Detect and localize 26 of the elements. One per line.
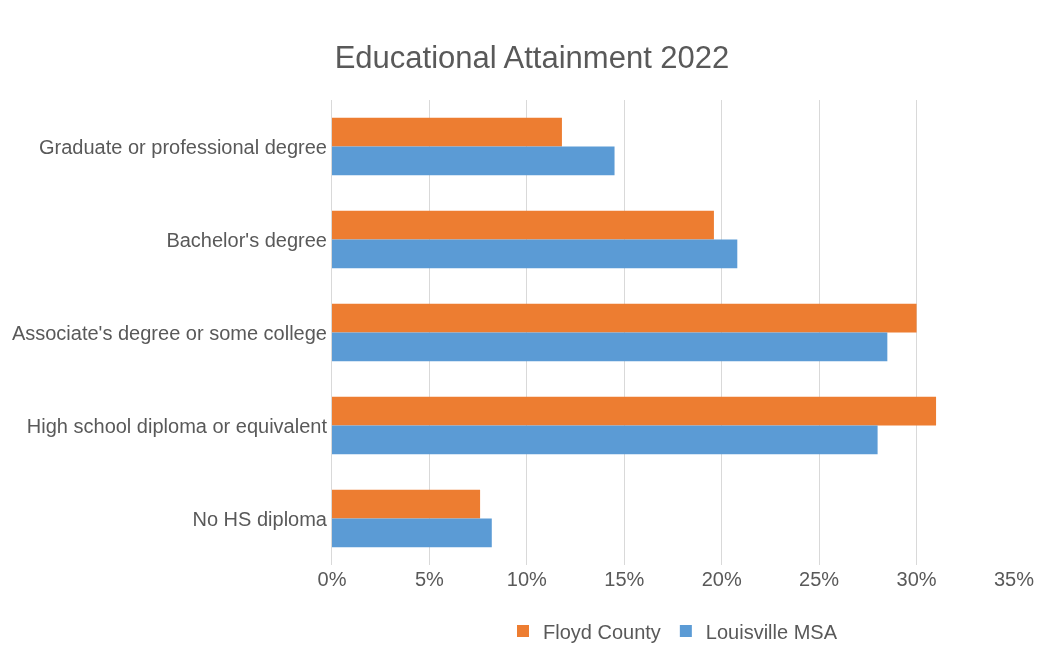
x-tick-label: 20% — [701, 568, 742, 590]
bar — [332, 518, 492, 548]
x-tick-label: 0% — [317, 568, 347, 590]
bar — [332, 332, 888, 362]
y-tick-label: Bachelor's degree — [166, 228, 327, 251]
x-tick-label: 35% — [993, 568, 1035, 590]
y-tick-label: No HS diploma — [192, 507, 328, 530]
x-tick-label: 25% — [799, 568, 840, 590]
bar — [332, 303, 917, 333]
y-tick-label: High school diploma or equivalent — [26, 414, 328, 437]
bar — [332, 489, 481, 519]
x-tick-label: 5% — [414, 568, 445, 590]
x-tick-label: 30% — [896, 568, 937, 590]
bar — [332, 396, 937, 426]
bar — [332, 210, 714, 240]
legend-label: Louisville MSA — [705, 620, 838, 643]
bar — [332, 146, 615, 176]
bar — [332, 117, 562, 147]
bar — [332, 425, 878, 455]
y-tick-label: Graduate or professional degree — [39, 135, 327, 158]
chart-title: Educational Attainment 2022 — [334, 40, 730, 76]
x-tick-label: 10% — [506, 568, 548, 590]
legend-label: Floyd County — [543, 620, 661, 643]
x-tick-label: 15% — [604, 568, 645, 590]
y-tick-label: Associate's degree or some college — [11, 321, 327, 344]
bar — [332, 239, 738, 269]
